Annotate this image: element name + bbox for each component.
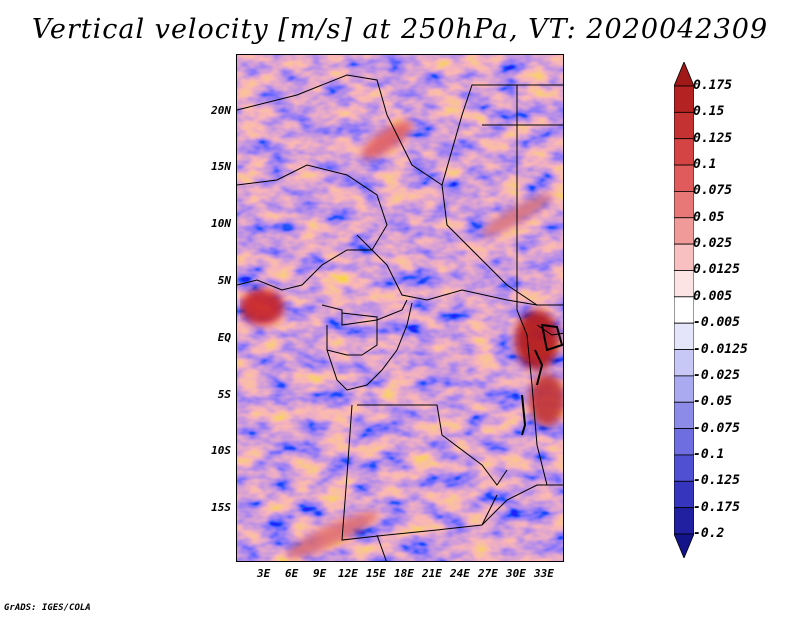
colorbar-segment <box>674 507 694 535</box>
country-borders <box>237 74 563 561</box>
colorbar-label: 0.05 <box>693 209 725 225</box>
colorbar-segment <box>674 164 694 192</box>
colorbar-segment <box>674 454 694 482</box>
colorbar-segment <box>674 375 694 403</box>
lon-label-12e: 12E <box>338 567 358 580</box>
lon-label-6e: 6E <box>285 567 299 580</box>
colorbar-label: -0.175 <box>693 499 740 515</box>
lon-label-27e: 27E <box>478 567 498 580</box>
colorbar-segment <box>674 85 694 113</box>
colorbar-label: 0.075 <box>693 183 733 199</box>
colorbar-label: -0.1 <box>693 446 725 462</box>
map-panel[interactable] <box>236 54 564 562</box>
colorbar-label: -0.075 <box>693 420 740 436</box>
grads-credit: GrADS: IGES/COLA <box>4 603 91 613</box>
lon-label-18e: 18E <box>394 567 414 580</box>
lon-label-33e: 33E <box>534 567 554 580</box>
lat-label-eq: EQ <box>217 331 231 344</box>
colorbar-label: -0.05 <box>693 394 733 410</box>
lon-label-21e: 21E <box>422 567 442 580</box>
colorbar-cap-bottom <box>674 533 694 558</box>
colorbar-segment <box>674 349 694 377</box>
lakes <box>521 323 563 436</box>
colorbar-label: 0.005 <box>693 288 733 304</box>
colorbar-label: -0.005 <box>693 315 740 331</box>
colorbar-segment <box>674 111 694 140</box>
colorbar-segments <box>674 62 694 558</box>
chart-title: Vertical velocity [m/s] at 250hPa, VT: 2… <box>31 14 769 45</box>
colorbar-segment <box>674 401 694 429</box>
lat-label-20n: 20N <box>211 104 231 117</box>
colorbar-label: 0.025 <box>693 236 733 252</box>
lat-label-10n: 10N <box>211 217 231 230</box>
lon-label-24e: 24E <box>450 567 470 580</box>
colorbar-label: 0.1 <box>693 157 717 173</box>
colorbar-label: -0.025 <box>693 367 740 383</box>
colorbar-label: -0.2 <box>693 526 725 541</box>
colorbar-segment <box>674 191 694 219</box>
colorbar-segment <box>674 138 694 166</box>
lat-label-15s: 15S <box>211 501 231 514</box>
vertical-velocity-field <box>237 55 563 561</box>
colorbar-segment <box>674 296 694 324</box>
colorbar-cap-top <box>674 62 694 87</box>
colorbar-label: 0.125 <box>693 130 733 146</box>
lon-label-3e: 3E <box>257 567 271 580</box>
colorbar-segment <box>674 480 694 509</box>
colorbar-segment <box>674 243 694 271</box>
colorbar-segment <box>674 270 694 298</box>
lat-label-15n: 15N <box>211 160 231 173</box>
colorbar-segment <box>674 428 694 456</box>
colorbar-label: -0.0125 <box>693 341 748 357</box>
colorbar <box>674 62 694 558</box>
lon-label-9e: 9E <box>313 567 327 580</box>
lon-label-15e: 15E <box>366 567 386 580</box>
lon-label-30e: 30E <box>506 567 526 580</box>
colorbar-segment <box>674 217 694 245</box>
colorbar-label: -0.125 <box>693 473 740 489</box>
lat-label-10s: 10S <box>211 444 231 457</box>
lat-label-5s: 5S <box>217 388 231 401</box>
colorbar-label: 0.175 <box>693 78 733 93</box>
colorbar-label: 0.15 <box>693 104 725 120</box>
colorbar-label: 0.0125 <box>693 262 740 278</box>
lat-label-5n: 5N <box>217 274 231 287</box>
colorbar-segment <box>674 322 694 350</box>
